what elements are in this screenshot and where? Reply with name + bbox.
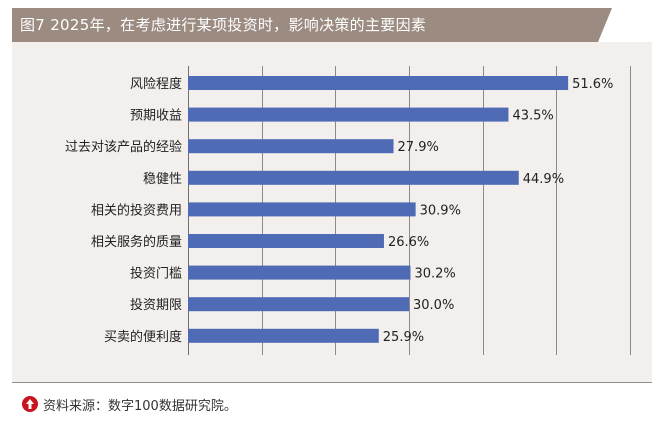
bar <box>188 170 519 185</box>
bar <box>188 76 569 90</box>
category-label: 过去对该产品的经验 <box>65 139 182 155</box>
value-labels: 51.6% 43.5% 27.9% 44.9% 30.9% 26.6% 30.2% 30.0%… <box>383 77 614 345</box>
bar <box>188 234 384 248</box>
title-bar <box>12 8 612 42</box>
category-labels: 风险程度预期收益过去对该产品的经验稳健性相关的投资费用相关服务的质量投资门槛投资… <box>65 76 182 345</box>
bar <box>188 107 509 122</box>
source-note: 资料来源：数字100数据研究院。 <box>22 394 237 414</box>
figure-title: 图7 2025年，在考虑进行某项投资时，影响决策的主要因素 <box>20 16 427 34</box>
category-label: 投资门槛 <box>130 266 182 282</box>
bottom-rule <box>12 382 652 383</box>
value-label: 30.0% <box>413 298 454 313</box>
category-label: 相关的投资费用 <box>91 202 182 218</box>
bar <box>188 328 379 343</box>
category-label: 投资期限 <box>130 297 182 313</box>
bar <box>188 139 394 154</box>
value-label: 51.6% <box>572 77 613 92</box>
bar <box>188 202 416 217</box>
value-label: 26.6% <box>388 235 429 250</box>
category-label: 预期收益 <box>130 109 182 124</box>
category-label: 稳健性 <box>143 171 182 187</box>
value-label: 25.9% <box>383 330 424 345</box>
category-label: 风险程度 <box>130 76 182 92</box>
value-label: 30.2% <box>414 267 455 282</box>
bar <box>188 265 411 280</box>
value-label: 30.9% <box>420 203 461 218</box>
category-label: 买卖的便利度 <box>104 329 182 345</box>
up-arrow-circle-icon <box>22 396 38 412</box>
value-label: 43.5% <box>512 109 553 124</box>
value-label: 27.9% <box>398 140 439 155</box>
category-label: 相关服务的质量 <box>91 234 182 250</box>
bar <box>188 297 409 312</box>
source-text: 资料来源：数字100数据研究院。 <box>43 398 237 414</box>
value-label: 44.9% <box>523 172 564 187</box>
bars <box>188 76 569 343</box>
